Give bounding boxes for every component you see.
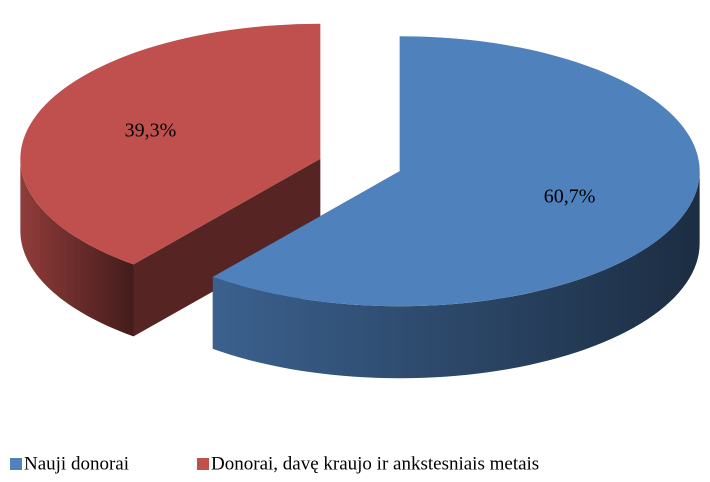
slice-top — [20, 23, 321, 265]
slice: 60,7% — [212, 36, 700, 379]
slice-side — [212, 171, 700, 379]
legend-label: Nauji donorai — [24, 453, 129, 474]
data-label: 39,3% — [125, 120, 177, 142]
slice-side — [20, 158, 134, 337]
legend-label: Donorai, davę kraujo ir ankstesniais met… — [211, 453, 539, 474]
slice-top — [212, 36, 700, 307]
data-label: 60,7% — [544, 186, 596, 208]
legend-swatch — [10, 458, 22, 470]
slice: 39,3% — [20, 23, 321, 337]
legend-swatch — [197, 458, 210, 470]
slice-cut-face — [133, 158, 321, 337]
